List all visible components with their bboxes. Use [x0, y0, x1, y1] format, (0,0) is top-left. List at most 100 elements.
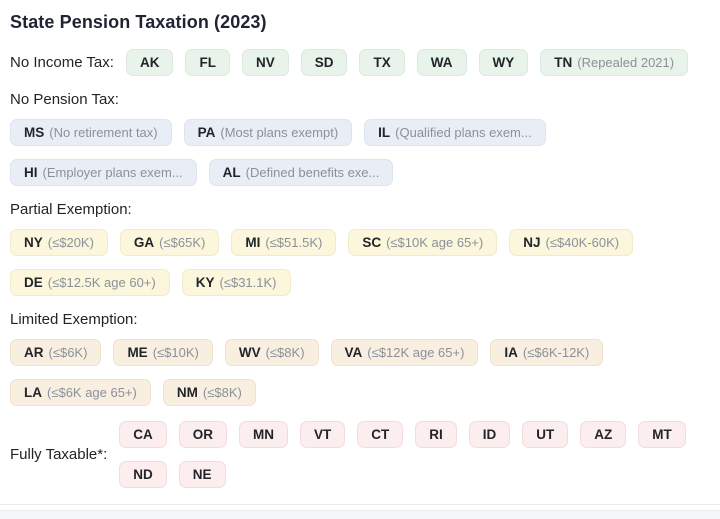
state-badge-fl[interactable]: FL — [185, 49, 230, 76]
section-fully-taxable: Fully Taxable*: CA OR MN VT CT RI ID UT AZ MT ND NE — [10, 421, 710, 488]
state-code: CA — [133, 427, 153, 442]
state-badge-il[interactable]: IL (Qualified plans exem... — [364, 119, 546, 146]
state-code: PA — [197, 125, 216, 140]
state-code: ND — [133, 467, 153, 482]
state-code: HI — [24, 165, 38, 180]
state-note: (≤$10K age 65+) — [386, 235, 484, 250]
state-badge-az[interactable]: AZ — [580, 421, 627, 448]
state-code: MS — [24, 125, 45, 140]
state-badge-wv[interactable]: WV (≤$8K) — [224, 339, 319, 366]
state-badge-ct[interactable]: CT — [357, 421, 404, 448]
state-code: ME — [127, 345, 148, 360]
state-code: GA — [133, 235, 155, 250]
state-code: TX — [373, 55, 391, 70]
state-badge-wa[interactable]: WA — [416, 49, 467, 76]
state-code: NE — [192, 467, 212, 482]
state-badge-sc[interactable]: SC (≤$10K age 65+) — [348, 229, 498, 256]
state-note: (≤$20K) — [47, 235, 94, 250]
state-note: (≤$6K age 65+) — [47, 385, 137, 400]
state-code: WY — [492, 55, 515, 70]
section-label-no-pension-tax: No Pension Tax: — [10, 91, 119, 108]
state-note: (Qualified plans exem... — [395, 125, 532, 140]
state-code: NY — [24, 235, 43, 250]
section-limited-exemption: Limited Exemption: AR (≤$6K) ME (≤$10K) WV (≤$… — [10, 311, 710, 406]
state-note: (≤$6K) — [48, 345, 88, 360]
state-badge-ar[interactable]: AR (≤$6K) — [10, 339, 102, 366]
state-code: SD — [314, 55, 334, 70]
state-note: (≤$6K-12K) — [522, 345, 590, 360]
state-badge-hi[interactable]: HI (Employer plans exem... — [10, 159, 197, 186]
section-no-pension-tax: No Pension Tax: MS (No retirement tax) PA (M… — [10, 91, 710, 186]
state-badge-ky[interactable]: KY (≤$31.1K) — [181, 269, 291, 296]
state-badge-wy[interactable]: WY — [478, 49, 529, 76]
section-label-partial-exemption: Partial Exemption: — [10, 201, 132, 218]
state-note: (≤$8K) — [202, 385, 242, 400]
state-badge-or[interactable]: OR — [178, 421, 228, 448]
state-badge-la[interactable]: LA (≤$6K age 65+) — [10, 379, 151, 406]
state-code: MN — [253, 427, 275, 442]
state-code: NV — [255, 55, 275, 70]
state-code: AK — [139, 55, 160, 70]
state-note: (Defined benefits exe... — [245, 165, 380, 180]
state-badge-nj[interactable]: NJ (≤$40K-60K) — [509, 229, 634, 256]
page-title: State Pension Taxation (2023) — [10, 12, 267, 32]
state-badge-mt[interactable]: MT — [638, 421, 686, 448]
state-code: NM — [176, 385, 198, 400]
state-note: (≤$31.1K) — [219, 275, 277, 290]
state-badge-ak[interactable]: AK — [125, 49, 174, 76]
state-note: (≤$51.5K) — [265, 235, 323, 250]
state-code: AZ — [594, 427, 613, 442]
state-code: OR — [192, 427, 214, 442]
badge-group-fully-taxable: CA OR MN VT CT RI ID UT AZ MT ND NE — [119, 421, 710, 488]
state-badge-ms[interactable]: MS (No retirement tax) — [10, 119, 172, 146]
state-badge-ut[interactable]: UT — [522, 421, 569, 448]
state-badge-vt[interactable]: VT — [300, 421, 346, 448]
state-note: (≤$10K) — [152, 345, 199, 360]
state-badge-ga[interactable]: GA (≤$65K) — [119, 229, 220, 256]
state-code: ID — [482, 427, 497, 442]
state-badge-mi[interactable]: MI (≤$51.5K) — [231, 229, 337, 256]
state-code: FL — [199, 55, 216, 70]
state-badge-nm[interactable]: NM (≤$8K) — [162, 379, 256, 406]
state-code: IL — [378, 125, 391, 140]
state-code: MT — [652, 427, 672, 442]
state-badge-sd[interactable]: SD — [300, 49, 348, 76]
state-badge-nd[interactable]: ND — [119, 461, 167, 488]
state-badge-tn[interactable]: TN (Repealed 2021) — [540, 49, 689, 76]
state-badge-va[interactable]: VA (≤$12K age 65+) — [330, 339, 479, 366]
state-note: (Most plans exempt) — [220, 125, 339, 140]
state-badge-tx[interactable]: TX — [359, 49, 405, 76]
state-code: SC — [362, 235, 382, 250]
badge-group-no-pension-tax: MS (No retirement tax) PA (Most plans exemp… — [10, 119, 710, 186]
state-badge-de[interactable]: DE (≤$12.5K age 60+) — [10, 269, 170, 296]
state-badge-al[interactable]: AL (Defined benefits exe... — [208, 159, 394, 186]
state-badge-ne[interactable]: NE — [178, 461, 226, 488]
state-note: (≤$8K) — [265, 345, 305, 360]
state-code: RI — [429, 427, 443, 442]
state-badge-ny[interactable]: NY (≤$20K) — [10, 229, 108, 256]
state-badge-id[interactable]: ID — [468, 421, 511, 448]
section-no-income-tax: No Income Tax: AK FL NV SD TX WA WY TN (Repealed … — [10, 49, 710, 76]
section-label-no-income-tax: No Income Tax: — [10, 54, 114, 71]
state-badge-ca[interactable]: CA — [119, 421, 167, 448]
state-badge-me[interactable]: ME (≤$10K) — [113, 339, 213, 366]
state-badge-pa[interactable]: PA (Most plans exempt) — [183, 119, 353, 146]
state-note: (≤$12.5K age 60+) — [47, 275, 156, 290]
state-code: IA — [504, 345, 518, 360]
state-note: (Repealed 2021) — [577, 55, 675, 70]
state-code: DE — [24, 275, 43, 290]
state-code: AL — [222, 165, 241, 180]
state-code: VA — [344, 345, 363, 360]
footnote-divider — [0, 504, 720, 505]
state-badge-ia[interactable]: IA (≤$6K-12K) — [490, 339, 604, 366]
section-partial-exemption: Partial Exemption: NY (≤$20K) GA (≤$65K) MI (≤… — [10, 201, 710, 296]
sections-container: No Income Tax: AK FL NV SD TX WA WY TN (Repealed … — [10, 49, 710, 488]
state-badge-mn[interactable]: MN — [239, 421, 289, 448]
state-badge-nv[interactable]: NV — [241, 49, 289, 76]
state-badge-ri[interactable]: RI — [415, 421, 457, 448]
state-note: (≤$65K) — [159, 235, 206, 250]
section-label-limited-exemption: Limited Exemption: — [10, 311, 138, 328]
badge-group-partial-exemption: NY (≤$20K) GA (≤$65K) MI (≤$51.5K) SC (≤$10K ag… — [10, 229, 710, 296]
state-note: (≤$40K-60K) — [545, 235, 620, 250]
